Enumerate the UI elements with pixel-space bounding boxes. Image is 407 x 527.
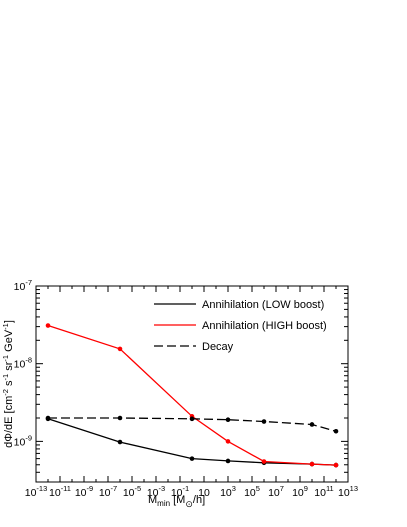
x-tick-label: 1011 xyxy=(314,484,333,499)
x-tick-label: 107 xyxy=(268,484,284,499)
series-2-point xyxy=(309,461,315,467)
legend-label-2: Annihilation (HIGH boost) xyxy=(202,320,327,332)
x-tick-label: 10-7 xyxy=(99,484,117,499)
x-tick-label: 109 xyxy=(292,484,308,499)
x-tick-label: 10-5 xyxy=(123,484,141,499)
series-2-point xyxy=(225,439,231,444)
y-tick-label: 10-8 xyxy=(14,356,32,371)
x-tick-label: 10-9 xyxy=(75,484,93,499)
series-3-point xyxy=(333,428,339,434)
legend: Annihilation (LOW boost) Annihilation (HI… xyxy=(154,299,327,353)
series-3-point xyxy=(117,415,123,421)
x-axis-title: Mmin [M⊙/h] xyxy=(148,494,205,509)
y-tick-label: 10-7 xyxy=(14,278,32,293)
x-major-ticks: 10-13 10-11 10-9 10-7 10-5 10-3 10-1 10 103 105 10… xyxy=(25,286,358,499)
series-3-point xyxy=(225,417,231,423)
x-tick-label: 103 xyxy=(220,484,236,499)
x-tick-label: 1013 xyxy=(338,484,358,499)
y-ticks: 10-9 10-8 10-7 xyxy=(14,278,348,483)
x-tick-label: 105 xyxy=(244,484,260,499)
legend-label-1: Annihilation (LOW boost) xyxy=(202,299,324,311)
legend-label-3: Decay xyxy=(202,341,234,353)
x-tick-label: 10-13 xyxy=(25,484,48,499)
series-3-point xyxy=(261,419,267,424)
x-tick-label: 10-11 xyxy=(49,484,71,499)
plot-frame xyxy=(35,285,349,483)
series-2-point xyxy=(117,346,123,352)
y-tick-label: 10-9 xyxy=(14,433,32,448)
x-tick-label: 10-3 xyxy=(147,484,165,499)
series-layer xyxy=(45,323,339,468)
x-tick-label: 10-1 xyxy=(171,484,189,499)
series-3-point xyxy=(309,422,315,427)
series-1-point xyxy=(189,456,195,461)
series-1-point xyxy=(225,458,231,464)
series-3-point xyxy=(45,415,51,421)
x-tick-label: 10 xyxy=(198,487,210,499)
series-line-2 xyxy=(47,324,337,466)
series-1-point xyxy=(117,439,123,445)
series-3-point xyxy=(189,416,195,422)
y-axis-title: dΦ/dE [cm-2 s-1 sr-1 GeV-1] xyxy=(1,320,15,448)
series-2-point xyxy=(261,459,267,464)
series-2-point xyxy=(333,462,339,468)
series-2-point xyxy=(45,323,51,328)
x-minor-ticks xyxy=(35,286,349,482)
